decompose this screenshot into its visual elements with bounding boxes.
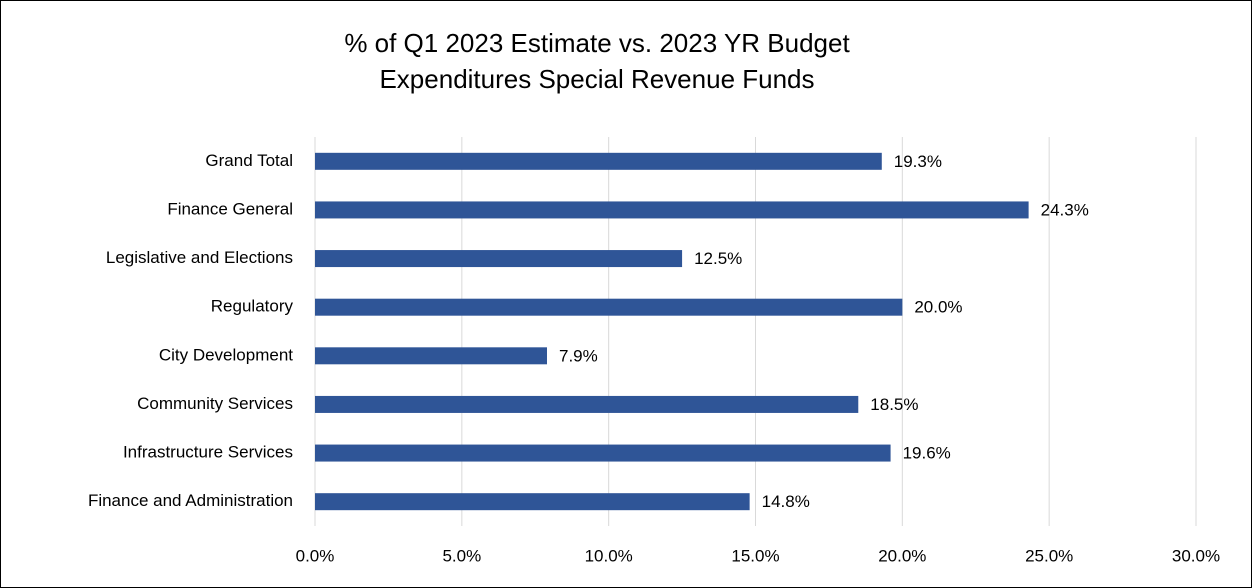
x-tick-label: 5.0%	[442, 546, 481, 565]
x-tick-label: 30.0%	[1172, 546, 1220, 565]
y-tick-label: City Development	[159, 345, 293, 364]
y-tick-label: Legislative and Elections	[106, 248, 293, 267]
y-tick-label: Infrastructure Services	[123, 443, 293, 462]
bar	[315, 152, 882, 170]
x-tick-label: 20.0%	[878, 546, 926, 565]
bar	[315, 201, 1029, 219]
bar	[315, 493, 750, 511]
y-tick-label: Community Services	[137, 394, 293, 413]
data-label: 18.5%	[870, 395, 918, 414]
chart-title: Expenditures Special Revenue Funds	[379, 64, 814, 94]
data-label: 7.9%	[559, 346, 598, 365]
y-tick-label: Finance General	[167, 199, 293, 218]
x-tick-label: 0.0%	[296, 546, 335, 565]
x-tick-label: 15.0%	[731, 546, 779, 565]
chart-title: % of Q1 2023 Estimate vs. 2023 YR Budget	[344, 28, 850, 58]
bar	[315, 250, 683, 268]
x-tick-label: 10.0%	[585, 546, 633, 565]
bar	[315, 298, 903, 316]
data-label: 12.5%	[694, 249, 742, 268]
data-label: 19.6%	[903, 444, 951, 463]
bar	[315, 347, 547, 365]
data-label: 24.3%	[1041, 200, 1089, 219]
data-label: 14.8%	[762, 492, 810, 511]
y-tick-label: Finance and Administration	[88, 491, 293, 510]
data-label: 20.0%	[914, 298, 962, 317]
data-label: 19.3%	[894, 152, 942, 171]
bar	[315, 444, 891, 462]
x-tick-label: 25.0%	[1025, 546, 1073, 565]
bar	[315, 395, 859, 413]
y-tick-label: Grand Total	[205, 151, 293, 170]
y-tick-label: Regulatory	[211, 297, 294, 316]
